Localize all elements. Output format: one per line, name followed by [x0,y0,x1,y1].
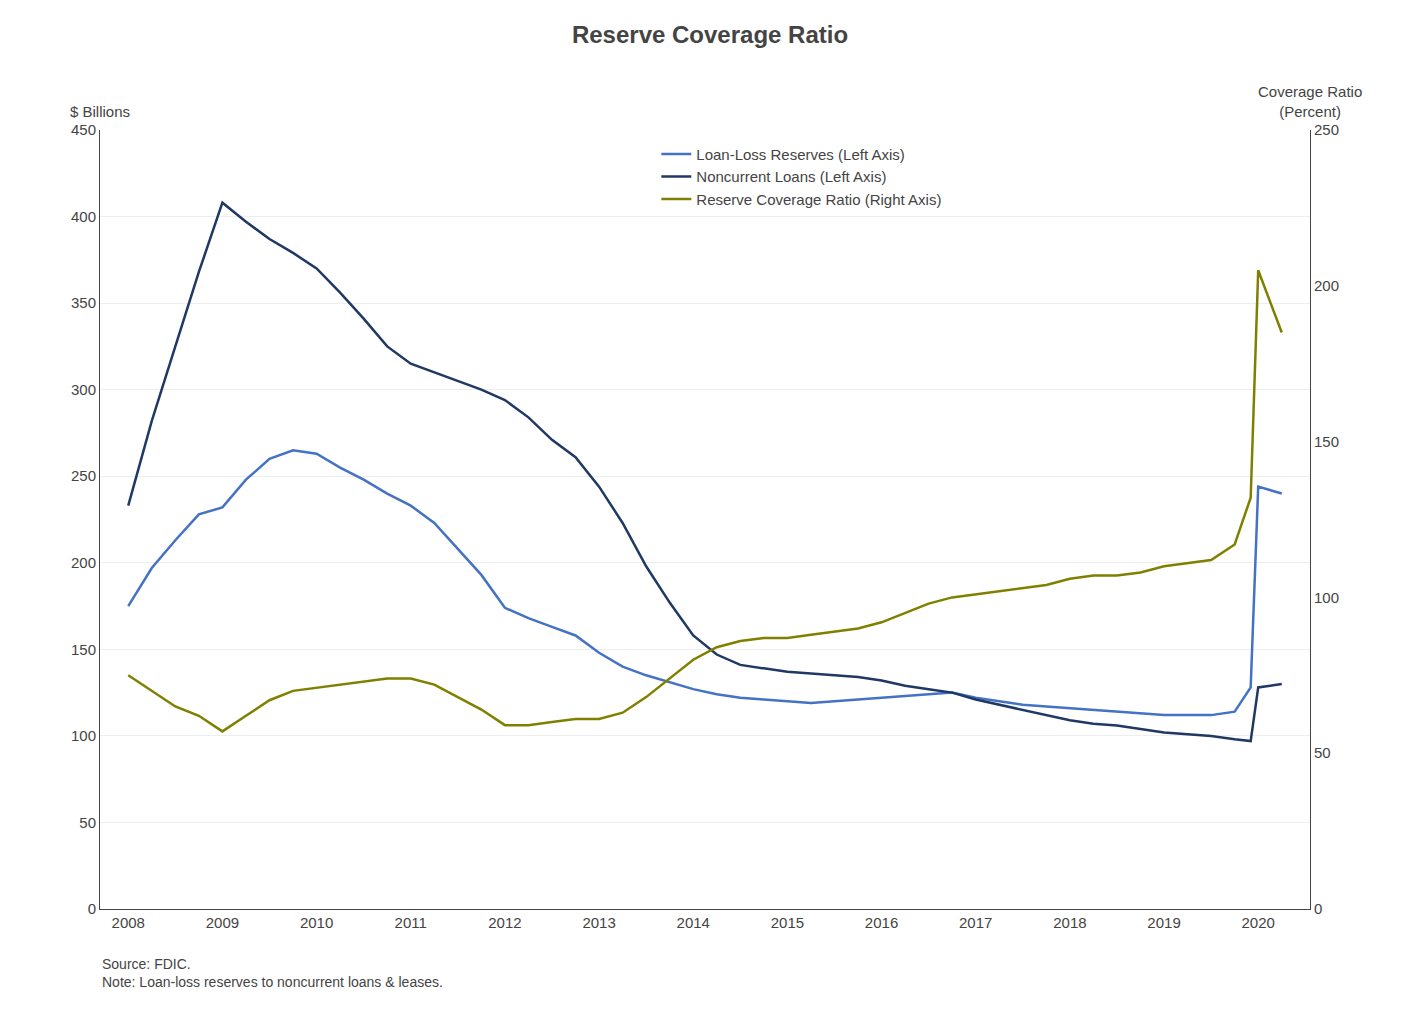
svg-text:2015: 2015 [771,914,804,931]
svg-text:0: 0 [88,900,96,917]
svg-text:2010: 2010 [300,914,333,931]
svg-text:2011: 2011 [395,914,427,931]
svg-text:200: 200 [1314,277,1339,294]
svg-text:200: 200 [71,554,96,571]
svg-text:2018: 2018 [1053,914,1086,931]
svg-text:50: 50 [1314,744,1331,761]
svg-text:2020: 2020 [1242,914,1275,931]
svg-text:2008: 2008 [112,914,145,931]
svg-text:150: 150 [1314,433,1339,450]
svg-text:$ Billions: $ Billions [70,103,130,120]
svg-text:100: 100 [1314,589,1339,606]
svg-text:2017: 2017 [959,914,992,931]
svg-text:2013: 2013 [582,914,615,931]
svg-text:Reserve Coverage Ratio (Right: Reserve Coverage Ratio (Right Axis) [696,191,941,208]
svg-text:Loan-Loss Reserves (Left Axis): Loan-Loss Reserves (Left Axis) [696,146,904,163]
svg-text:0: 0 [1314,900,1322,917]
svg-text:100: 100 [71,727,96,744]
svg-text:Coverage Ratio(Percent): Coverage Ratio(Percent) [1258,83,1362,120]
svg-text:450: 450 [71,121,96,138]
svg-text:350: 350 [71,294,96,311]
svg-text:2014: 2014 [677,914,710,931]
svg-text:250: 250 [1314,121,1339,138]
svg-text:2009: 2009 [206,914,239,931]
svg-text:Source: FDIC.Note: Loan-loss r: Source: FDIC.Note: Loan-loss reserves to… [102,956,443,990]
svg-text:400: 400 [71,208,96,225]
svg-text:Noncurrent Loans (Left Axis): Noncurrent Loans (Left Axis) [696,168,886,185]
svg-text:300: 300 [71,381,96,398]
svg-text:150: 150 [71,641,96,658]
svg-text:2012: 2012 [488,914,521,931]
svg-text:2019: 2019 [1147,914,1180,931]
svg-text:2016: 2016 [865,914,898,931]
svg-text:50: 50 [79,814,96,831]
svg-text:250: 250 [71,467,96,484]
svg-text:Reserve Coverage Ratio: Reserve Coverage Ratio [572,21,848,48]
